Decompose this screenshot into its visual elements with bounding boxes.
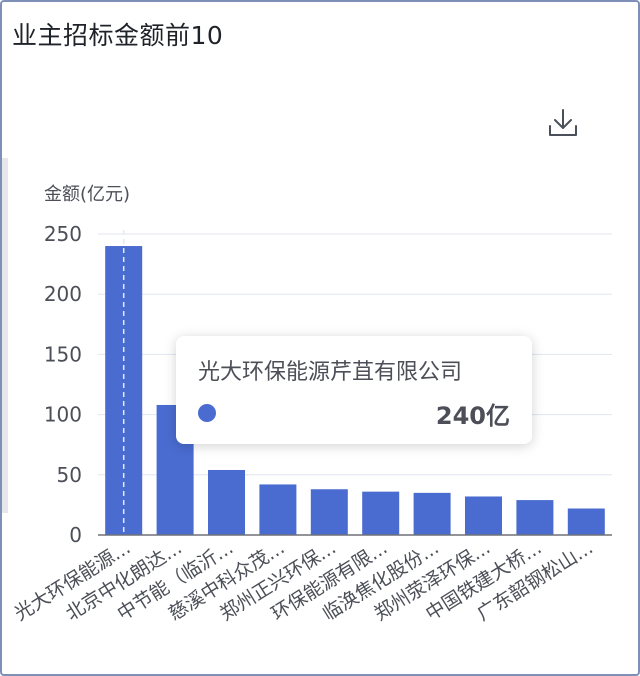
tooltip-series-name: 光大环保能源芹苴有限公司 [198,360,463,385]
bar[interactable] [259,484,297,535]
bar[interactable] [413,492,451,535]
y-tick-label: 50 [57,463,82,487]
tooltip-marker [198,404,216,422]
y-tick-label: 250 [44,222,82,246]
y-tick-label: 150 [44,342,82,366]
y-axis-label: 金额(亿元) [44,184,130,205]
y-tick-label: 200 [44,282,82,306]
tooltip: 光大环保能源芹苴有限公司 240亿 [176,336,532,444]
bar[interactable] [362,491,400,535]
bar[interactable] [207,469,246,535]
y-tick-label: 100 [44,403,82,427]
download-icon[interactable] [544,104,582,142]
y-tick-labels: 0 50 100 150 200 250 [44,222,82,547]
scroll-strip[interactable] [2,158,8,513]
page-title: 业主招标金额前10 [12,21,224,50]
x-tick-labels: 光大环保能源...北京中化朗达...中节能（临沂...慈溪中科众茂...郑州正兴… [11,537,597,626]
bars [105,246,605,536]
bar[interactable] [310,489,348,535]
bar[interactable] [516,500,554,535]
bar[interactable] [464,496,503,535]
bar[interactable] [567,508,605,535]
y-tick-label: 0 [69,523,82,547]
tooltip-value: 240亿 [435,402,510,430]
